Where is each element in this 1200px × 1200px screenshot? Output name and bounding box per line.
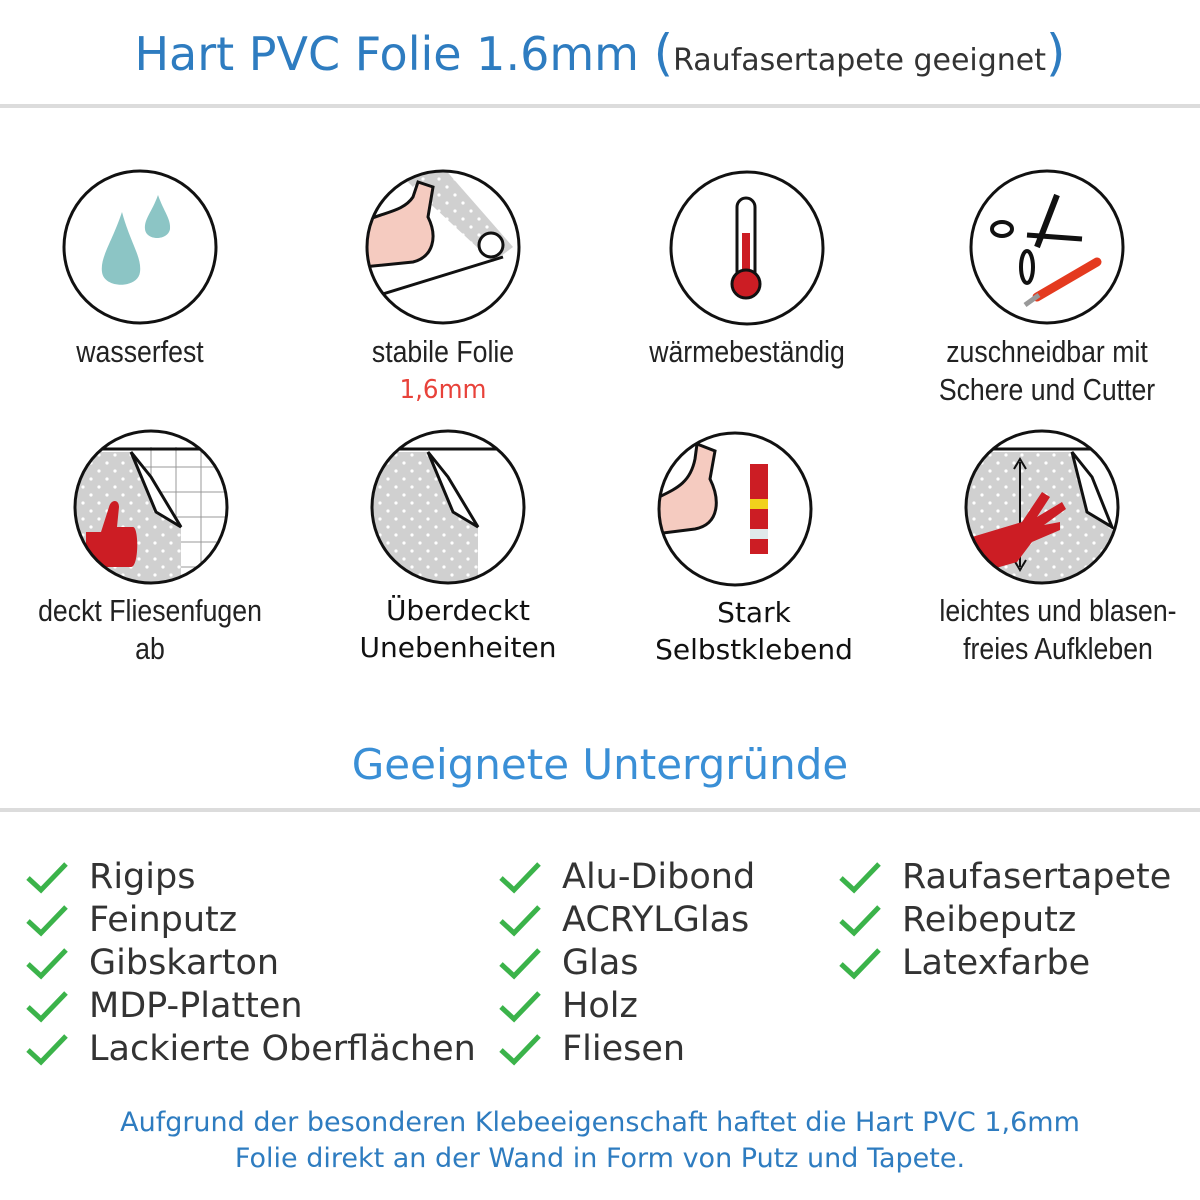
thickness-highlight: 1,6mm [399,375,487,405]
feature-text: deckt Fliesenfugen ab [38,593,262,666]
surface-item: Fliesen [498,1027,755,1070]
surface-item: Glas [498,941,755,984]
feature-label: deckt Fliesenfugen ab [21,592,279,668]
feature-text: stabile Folie [371,334,515,369]
surface-label: Rigips [89,856,196,897]
hand-smooth-icon [964,429,1120,585]
checkmark-icon [499,861,541,893]
checkmark-icon [839,861,881,893]
title-subtitle: Raufasertapete geeignet [673,43,1047,78]
surface-item: Raufasertapete [838,855,1171,898]
checkmark-icon [499,990,541,1022]
surface-label: Reibeputz [902,899,1077,940]
footer-line: Folie direkt an der Wand in Form von Put… [234,1143,966,1174]
paren-open: ( [653,24,674,82]
checkmark-icon [839,904,881,936]
thumbs-up-tiles-icon [73,429,229,585]
surface-item: Holz [498,984,755,1027]
paren-close: ) [1046,24,1066,82]
thermometer-icon [669,170,825,326]
surface-list-col2: Alu-Dibond ACRYLGlas Glas Holz Fliesen [498,855,755,1070]
feature-label: wasserfest [11,333,269,371]
feature-text: wärmebeständig [649,334,845,369]
divider [0,104,1200,108]
surface-label: Alu-Dibond [562,856,756,897]
surface-list-col3: Raufasertapete Reibeputz Latexfarbe [838,855,1171,984]
surface-label: MDP-Platten [89,985,303,1026]
feature-text: zuschneidbar mit [946,334,1148,369]
feature-label: leichtes und blasen-freies Aufkleben [929,592,1187,668]
checkmark-icon [499,1033,541,1065]
surface-label: Latexfarbe [902,942,1091,983]
surface-item: MDP-Platten [25,984,476,1027]
surface-item: Latexfarbe [838,941,1171,984]
feature-text: Selbstklebend [655,633,853,666]
surface-list-col1: Rigips Feinputz Gibskarton MDP-Platten Lacki… [25,855,476,1070]
feature-label: zuschneidbar mit Schere und Cutter [918,333,1176,409]
arm-glue-icon [657,431,813,587]
footer-note: Aufgrund der besonderen Klebeeigenschaft… [0,1105,1200,1177]
surface-label: Glas [562,942,639,983]
surface-item: Feinputz [25,898,476,941]
feature-text: Überdeckt [385,594,531,627]
checkmark-icon [499,904,541,936]
water-drops-icon [62,169,218,325]
surface-label: Raufasertapete [902,856,1172,897]
feature-text: Unebenheiten [359,631,557,664]
surface-item: Reibeputz [838,898,1171,941]
feature-text: freies Aufkleben [963,631,1153,666]
surface-item: Rigips [25,855,476,898]
checkmark-icon [26,990,68,1022]
surface-label: Feinputz [89,899,238,940]
surface-label: Lackierte Oberflächen [89,1028,476,1069]
feature-text: wasserfest [76,334,204,369]
divider [0,808,1200,812]
surface-item: Alu-Dibond [498,855,755,898]
feature-label: wärmebeständig [618,333,876,371]
feature-label: Überdeckt Unebenheiten [308,592,608,666]
surface-item: ACRYLGlas [498,898,755,941]
surface-label: Gibskarton [89,942,280,983]
section-title: Geeignete Untergründe [351,740,849,789]
surface-item: Lackierte Oberflächen [25,1027,476,1070]
checkmark-icon [26,947,68,979]
feature-text: Schere und Cutter [938,372,1156,407]
checkmark-icon [839,947,881,979]
checkmark-icon [26,861,68,893]
strong-arm-roll-icon [365,169,521,325]
title-main: Hart PVC Folie 1.6mm [134,27,639,81]
scissors-cutter-icon [969,169,1125,325]
checkmark-icon [26,904,68,936]
feature-label: stabile Folie 1,6mm [314,333,572,409]
surface-item: Gibskarton [25,941,476,984]
footer-line: Aufgrund der besonderen Klebeeigenschaft… [120,1107,1080,1138]
feature-label: Stark Selbstklebend [604,594,904,668]
checkmark-icon [499,947,541,979]
feature-text: Stark [717,596,791,629]
foil-corner-icon [370,429,526,585]
feature-text: leichtes und blasen- [939,593,1177,628]
page-title: Hart PVC Folie 1.6mm (Raufasertapete gee… [0,24,1200,82]
surface-label: ACRYLGlas [562,899,750,940]
checkmark-icon [26,1033,68,1065]
surface-label: Fliesen [562,1028,686,1069]
surface-label: Holz [562,985,638,1026]
